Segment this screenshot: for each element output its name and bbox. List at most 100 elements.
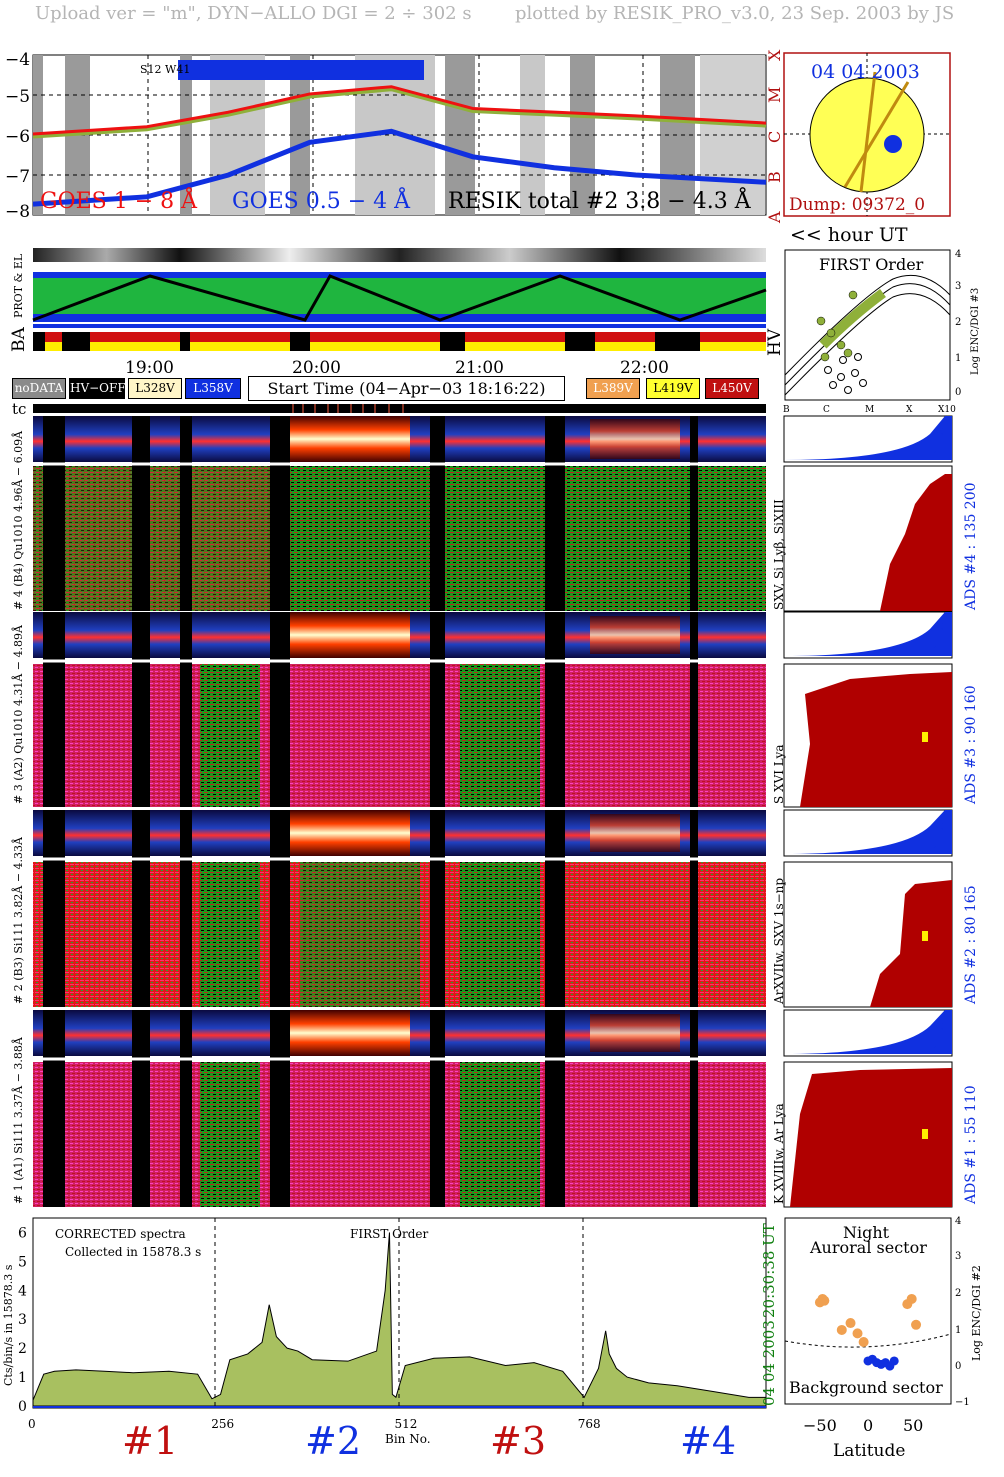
channel-2: # 2 (B3) Si111 3.82Å − 4.33Å PHA ArXVIIw…: [11, 809, 979, 1008]
tc-label: tc: [12, 400, 27, 418]
ads-line: ArXVIIw, SXV 1s−np: [772, 878, 786, 1005]
s12-label: S12 W41: [140, 63, 190, 76]
pha-label: PHA: [931, 425, 949, 459]
spectrum-time-text: 20:30:38 UT: [760, 1223, 778, 1318]
sun-panel: 04 04 2003 Dump: 09372_0: [783, 52, 951, 217]
time-label: 20:00: [292, 358, 341, 378]
class-letter: M: [765, 87, 784, 103]
ads-label: ADS #3 : 90 160: [963, 685, 979, 805]
hour-label: 21: [470, 229, 490, 230]
first-order-title: FIRST Order: [819, 255, 924, 274]
goes-series-line: [32, 128, 767, 207]
pha-label: PHA: [931, 620, 949, 654]
ads-line: K XVIIIw, Ar Lya: [772, 1103, 786, 1204]
lat-line3: Background sector: [789, 1378, 943, 1397]
class-letter: A: [765, 211, 784, 224]
lat-line2: Auroral sector: [809, 1238, 927, 1257]
channel-1: # 1 (A1) Si111 3.37Å − 3.88Å PHA K XVIII…: [11, 1009, 979, 1208]
channel-3: # 3 (A2) Qu1010 4.31Å − 4.89Å PHA S XVI …: [11, 611, 979, 808]
time-label: 21:00: [455, 358, 504, 378]
legend-l389v: L389V: [586, 378, 640, 399]
spectrum-area: [32, 1232, 767, 1408]
lat-line1: Night: [843, 1223, 890, 1242]
y-tick: 3: [955, 281, 961, 292]
pha-label: PHA: [931, 1020, 949, 1054]
spectrum-ytick: 3: [18, 1312, 27, 1328]
x-tick: X: [906, 405, 913, 415]
y-tick: −6: [5, 127, 30, 147]
resik-label: RESIK total #2 3.8 − 4.3 Å: [448, 186, 752, 214]
y-tick: 1: [955, 353, 961, 364]
x-tick: C: [823, 405, 830, 415]
spectrum-date: 04 04 2003 20:30:38 UT: [760, 1223, 778, 1406]
y-tick: 0: [955, 387, 961, 398]
goes-long-label: GOES 1 − 8 Å: [40, 186, 198, 214]
prot-label: PROT & EL: [12, 253, 25, 318]
lat-ytick: 2: [955, 1288, 961, 1299]
y-tick: −5: [5, 87, 30, 107]
lat-ytick: 4: [955, 1216, 961, 1227]
lat-point: [858, 1337, 869, 1347]
channel-label: # 1 (A1) Si111 3.37Å − 3.88Å: [11, 1036, 25, 1204]
hour-ut-label: << hour UT: [790, 224, 908, 246]
channel-4: # 4 (B4) Qu1010 4.96Å − 6.09Å PHA SXV, S…: [11, 415, 979, 612]
channel-num: #4: [680, 1419, 736, 1463]
spectrum-subtitle: Collected in 15878.3 s: [65, 1245, 201, 1259]
lat-point: [836, 1324, 847, 1335]
lat-xtick: −50: [803, 1416, 837, 1435]
spectrum-title: CORRECTED spectra: [55, 1227, 186, 1241]
lat-point: [852, 1328, 863, 1339]
goes-series-line: [32, 85, 767, 138]
s12-bar: [178, 60, 424, 80]
first-order-panel: FIRST Order 4 3 2 1 0 Log ENC/DGI #3 B C…: [783, 249, 981, 415]
lat-points: [814, 1293, 922, 1371]
ads-label: ADS #4 : 135 200: [963, 482, 979, 611]
legend-l450v: L450V: [705, 378, 759, 399]
legend-l419v: L419V: [646, 378, 700, 399]
channel-label: # 4 (B4) Qu1010 4.96Å − 6.09Å: [11, 430, 25, 610]
header-right: plotted by RESIK_PRO_v3.0, 23 Sep. 2003 …: [515, 3, 955, 24]
spectrum-order: FIRST Order: [350, 1227, 428, 1241]
spectrum-ytick: 4: [18, 1283, 27, 1299]
legend-l328v: L328V: [128, 378, 182, 399]
spectrum-ytick: 1: [18, 1370, 27, 1386]
time-label: 22:00: [620, 358, 669, 378]
lat-ylabel: Log ENC/DGI #2: [970, 1265, 983, 1361]
class-letter: B: [765, 171, 784, 183]
spectrum-ytick: 5: [18, 1254, 27, 1270]
channel-label: # 3 (A2) Qu1010 4.31Å − 4.89Å: [11, 624, 25, 804]
goes-panel: S12 W41 −4 −5 −6 −7 −8 GOES 1 − 8 Å GOES…: [5, 50, 767, 230]
goes-short-label: GOES 0.5 − 4 Å: [232, 186, 411, 214]
spectrum-ytick: 0: [18, 1399, 27, 1415]
hour-label: 22: [635, 229, 655, 230]
spectrum-xtick: 0: [28, 1417, 36, 1431]
channel-num: #3: [490, 1419, 546, 1463]
spectrum-xtick: 256: [211, 1417, 234, 1431]
lat-point: [819, 1295, 830, 1306]
dump-label: Dump: 09372_0: [789, 195, 925, 215]
time-label: 19:00: [125, 358, 174, 378]
hv-label: HV: [765, 328, 784, 356]
spectrum-date-text: 04 04 2003: [760, 1320, 778, 1406]
sun-date: 04 04 2003: [811, 61, 920, 83]
active-region: [884, 135, 902, 153]
lat-point: [845, 1318, 856, 1329]
lat-ytick: −1: [955, 1397, 970, 1408]
y-tick: −4: [5, 50, 30, 70]
legend-hv-off: HV−OFF: [69, 378, 126, 399]
class-letter: C: [765, 131, 784, 143]
lat-ytick: 1: [955, 1325, 961, 1336]
legend-l358v: L358V: [185, 378, 241, 399]
class-letter: X: [765, 49, 784, 61]
ads-line: S XVI Lya: [772, 745, 786, 805]
y-tick: 4: [955, 249, 961, 260]
spectrum-ytick: 6: [18, 1225, 27, 1241]
legend-nodata: noDATA: [12, 378, 66, 399]
spectrum-xlabel: Bin No.: [385, 1432, 431, 1446]
channel-num: #1: [122, 1419, 178, 1463]
lat-point: [906, 1293, 917, 1304]
spectrum-panel: CORRECTED spectra Collected in 15878.3 s…: [2, 1217, 767, 1463]
spectrum-ytick: 2: [18, 1341, 27, 1357]
channel-label: # 2 (B3) Si111 3.82Å − 4.33Å: [11, 836, 25, 1004]
spectrum-ylabel: Cts/bin/s in 15878.3 s: [2, 1264, 15, 1386]
